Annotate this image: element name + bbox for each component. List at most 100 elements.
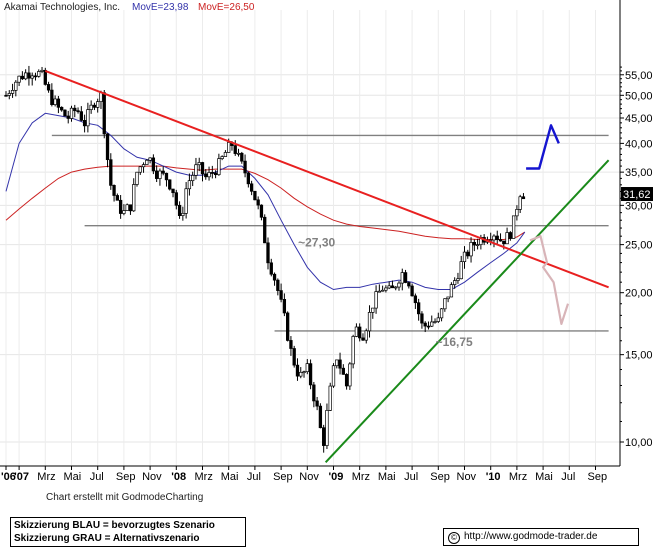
source-box: © http://www.godmode-trader.de [443, 528, 639, 546]
source-url[interactable]: http://www.godmode-trader.de [464, 531, 598, 542]
x-tick-label-11: Sep [273, 471, 293, 483]
x-tick-label-3: Mai [64, 471, 82, 483]
candle-body-126 [417, 302, 421, 315]
candle-body-131 [433, 321, 437, 323]
candle-body-129 [426, 325, 431, 328]
candle-body-17 [60, 106, 64, 111]
candle-body-144 [475, 244, 480, 247]
candle-body-151 [498, 239, 503, 242]
candle-body-122 [403, 272, 408, 283]
candle-body-45 [151, 157, 156, 172]
candle-body-157 [518, 196, 522, 210]
candle-body-31 [105, 133, 110, 161]
candle-body-33 [112, 185, 116, 196]
ma-short-line [5, 112, 526, 291]
candle-body-2 [10, 90, 15, 94]
candle-body-5 [20, 75, 25, 80]
x-tick-label-21: Mai [535, 471, 553, 483]
candle-body-103 [341, 367, 345, 375]
horizontal-levels [51, 134, 609, 332]
price-candles [4, 65, 526, 453]
candle-body-75 [249, 183, 254, 192]
candle-body-115 [380, 289, 385, 292]
candle-body-40 [135, 171, 139, 185]
candle-body-88 [292, 348, 296, 366]
candle-body-58 [194, 164, 198, 176]
candle-body-44 [148, 157, 152, 161]
candle-body-59 [197, 162, 201, 166]
candle-body-128 [423, 322, 427, 327]
candle-body-96 [318, 405, 323, 429]
candle-body-121 [400, 272, 404, 284]
x-tick-label-2: Mrz [37, 471, 55, 483]
candle-body-52 [174, 192, 178, 206]
candle-body-156 [515, 209, 519, 217]
candle-body-76 [253, 190, 257, 201]
candle-body-42 [141, 164, 146, 168]
candle-body-95 [315, 400, 319, 407]
candle-body-16 [56, 98, 61, 108]
candle-body-118 [390, 285, 395, 289]
chart-credit: Chart erstellt mit GodmodeCharting [46, 492, 204, 503]
y-tick-label-1: 15,00 [625, 350, 653, 362]
candle-body-93 [308, 363, 313, 386]
x-tick-label-12: Nov [299, 471, 319, 483]
candle-body-56 [187, 180, 192, 190]
x-tick-label-22: Jul [561, 471, 575, 483]
x-tick-label-14: Mrz [352, 471, 370, 483]
candle-body-19 [66, 115, 70, 119]
x-tick-label-8: Mrz [195, 471, 213, 483]
candle-body-155 [511, 215, 516, 239]
candle-body-140 [462, 251, 467, 262]
candle-body-24 [82, 120, 87, 127]
scenario-gray-path [529, 235, 570, 325]
candle-body-1 [7, 93, 11, 96]
candle-body-55 [184, 188, 188, 214]
candle-body-79 [263, 216, 267, 244]
candle-body-99 [328, 385, 332, 411]
x-tick-label-18: Nov [457, 471, 477, 483]
candle-body-65 [217, 158, 221, 176]
candle-body-4 [17, 75, 21, 83]
candle-body-149 [492, 235, 496, 241]
candle-body-60 [200, 162, 205, 175]
candle-body-48 [161, 170, 165, 174]
x-tick-label-4: Jul [90, 471, 104, 483]
candle-body-49 [164, 172, 169, 181]
candle-body-86 [286, 312, 290, 341]
candle-body-114 [377, 290, 381, 293]
candle-body-72 [240, 152, 244, 162]
candle-body-20 [69, 107, 74, 119]
candle-body-71 [236, 152, 241, 155]
candle-body-50 [168, 179, 172, 190]
candle-body-18 [63, 109, 67, 117]
candle-body-25 [86, 109, 90, 127]
candle-body-154 [508, 232, 512, 239]
candle-body-113 [374, 291, 378, 309]
candle-body-158 [521, 196, 526, 200]
candle-body-110 [364, 330, 368, 341]
candle-body-150 [495, 235, 499, 240]
candle-body-8 [30, 75, 34, 79]
x-tick-label-17: Sep [430, 471, 450, 483]
candle-body-41 [138, 166, 142, 173]
candle-body-153 [505, 232, 509, 245]
candle-body-136 [449, 284, 454, 298]
candle-body-87 [289, 340, 293, 349]
y-tick-label-7: 45,00 [625, 113, 653, 125]
candle-body-152 [502, 240, 506, 245]
candle-body-23 [79, 111, 83, 121]
legend-blue: Skizzierung BLAU = bevorzugtes Szenario [14, 520, 215, 531]
candle-body-3 [14, 81, 18, 91]
x-tick-label-23: Sep [588, 471, 608, 483]
candle-body-92 [305, 363, 309, 373]
candle-body-34 [115, 195, 120, 201]
last-price-badge [621, 187, 653, 202]
candle-body-64 [213, 172, 218, 176]
candle-body-105 [348, 363, 352, 387]
candle-body-53 [177, 204, 182, 216]
candle-body-6 [24, 72, 28, 80]
candle-body-26 [89, 104, 93, 110]
x-tick-label-15: Mai [378, 471, 396, 483]
